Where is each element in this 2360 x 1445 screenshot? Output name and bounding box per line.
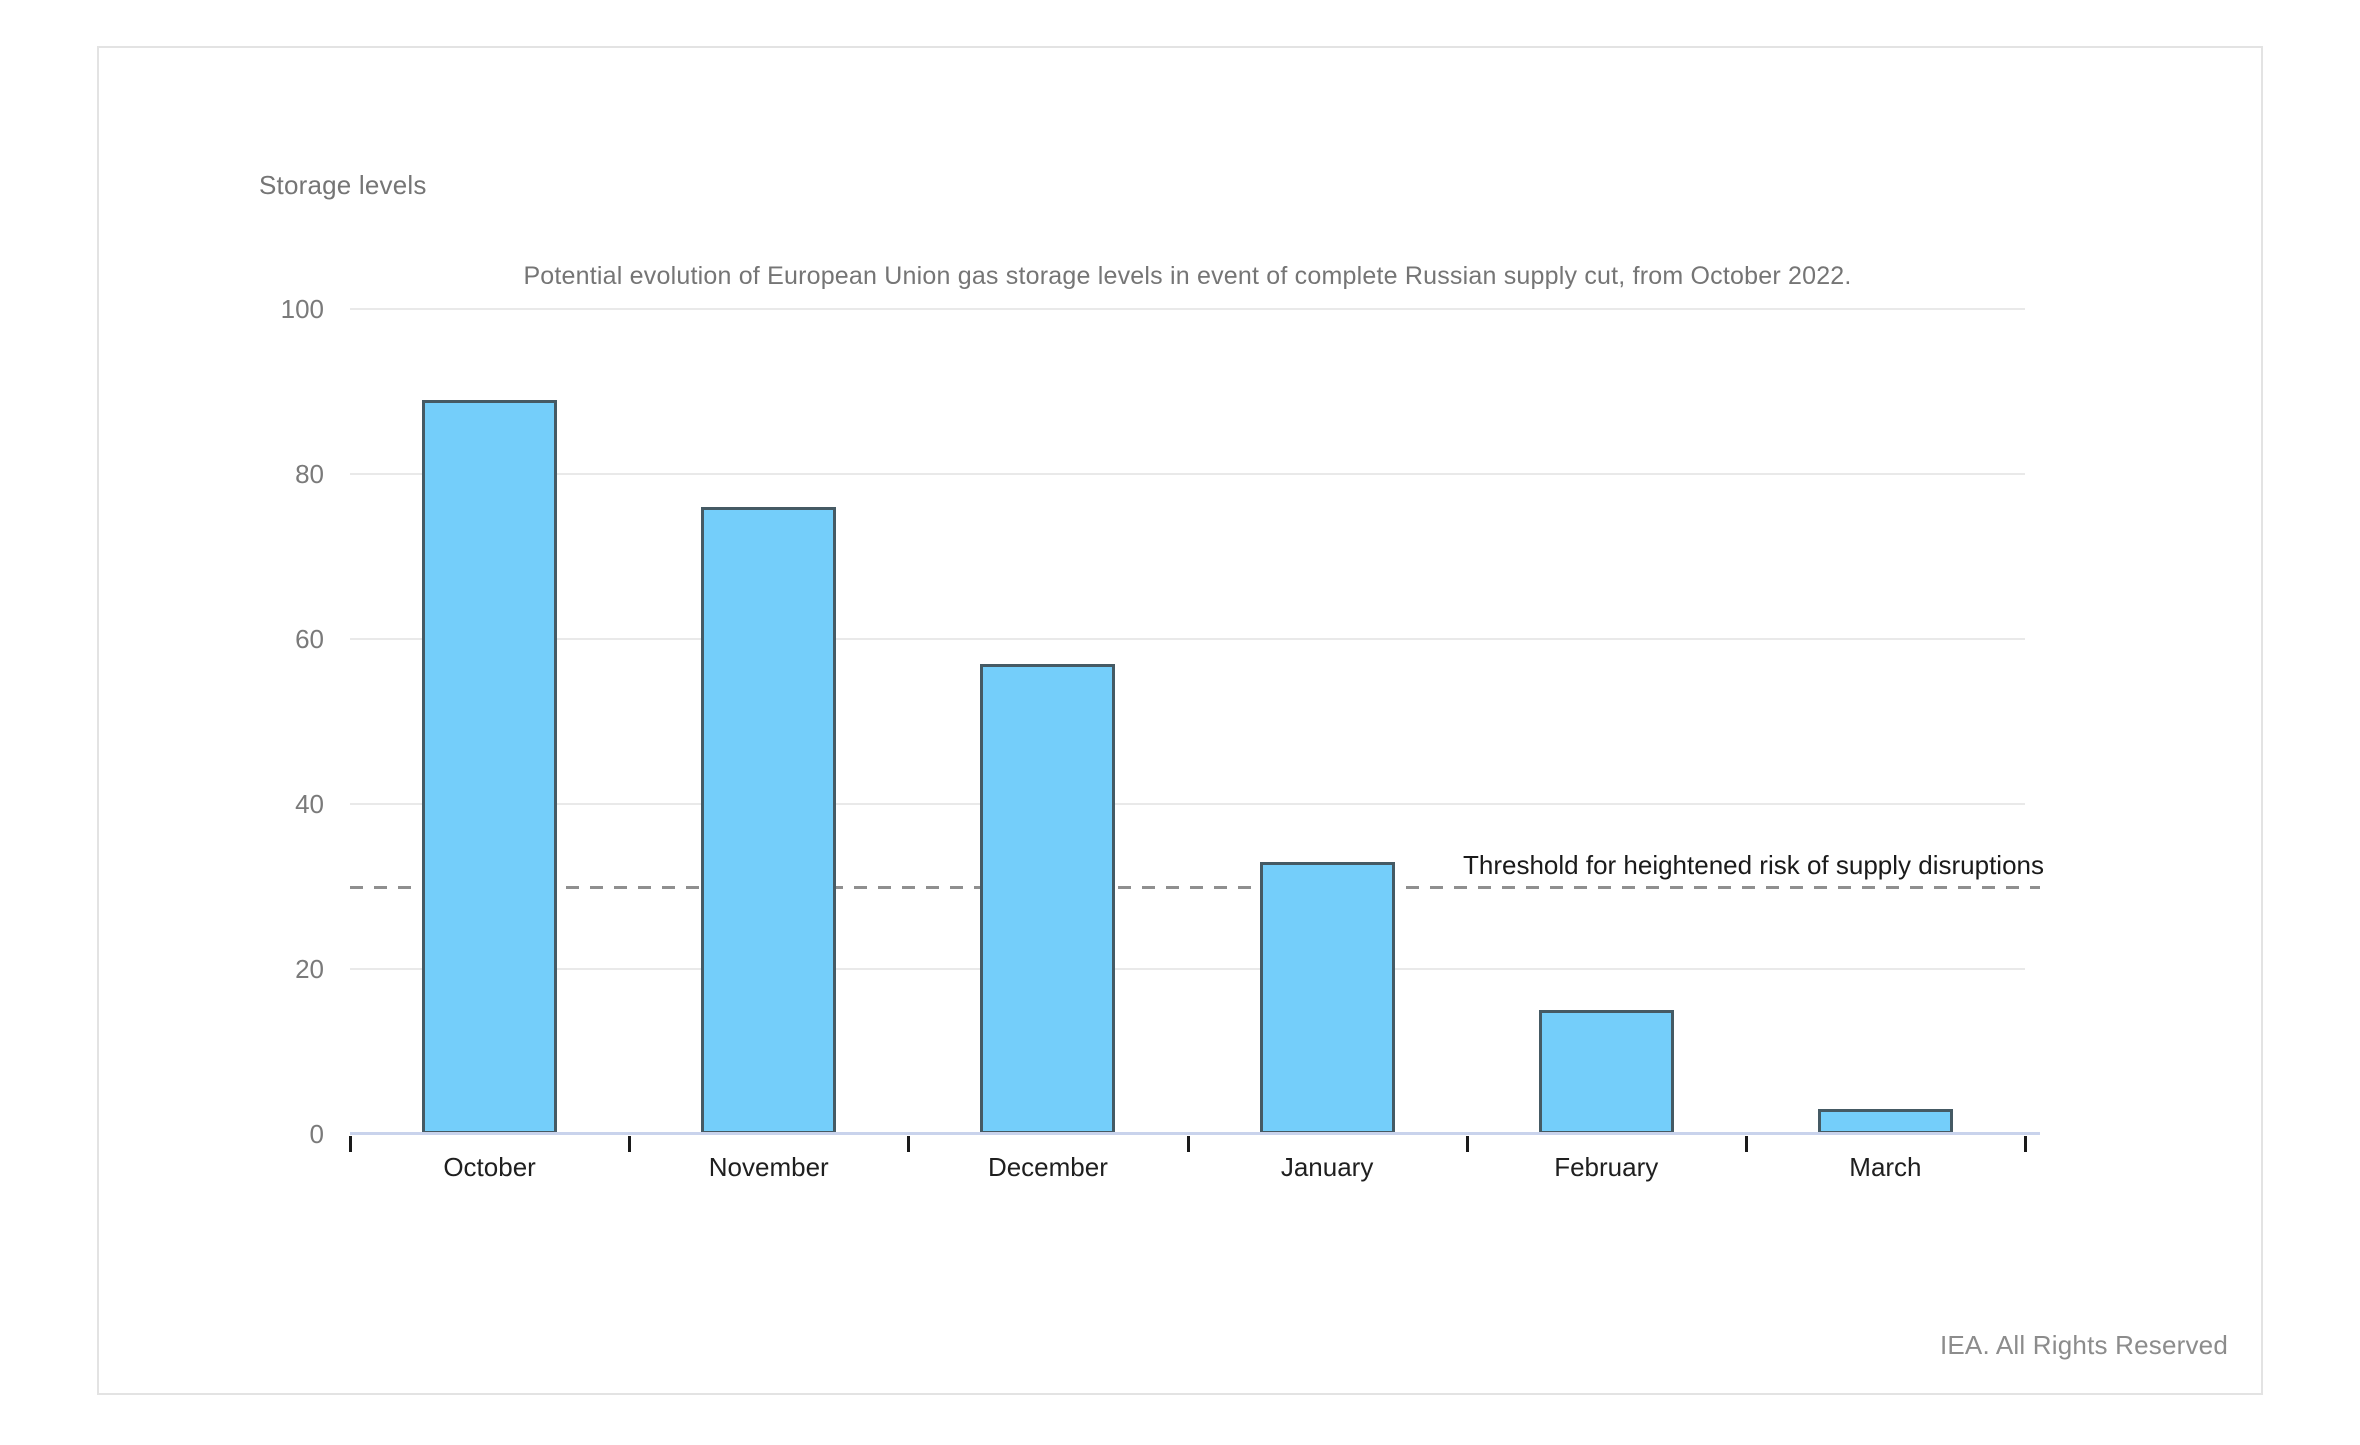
axis-tick [1186, 1136, 1190, 1152]
x-axis-label: October [443, 1152, 536, 1182]
gridline [350, 638, 2025, 640]
axis-tick [1465, 1136, 1469, 1152]
threshold-label: Threshold for heightened risk of supply … [1463, 850, 2044, 880]
bar-november[interactable] [701, 507, 837, 1134]
gridline [350, 473, 2025, 475]
x-axis-label: December [987, 1152, 1108, 1182]
bar-october[interactable] [422, 399, 558, 1134]
axis-tick [2024, 1136, 2027, 1152]
y-axis-label: 60 [295, 624, 324, 654]
chart-card: Storage levels Potential evolution of Eu… [97, 46, 2263, 1395]
axis-tick [1744, 1136, 1748, 1152]
y-axis-label: 80 [295, 459, 324, 489]
x-axis-label: February [1554, 1152, 1659, 1182]
x-axis-label: November [708, 1152, 829, 1182]
axis-tick [907, 1136, 911, 1152]
gridline [350, 968, 2025, 970]
x-axis-label: March [1849, 1152, 1922, 1182]
y-axis-label: 100 [280, 294, 324, 324]
bar-december[interactable] [980, 663, 1116, 1134]
chart-title: Storage levels [259, 170, 427, 200]
y-axis-label: 40 [295, 789, 324, 819]
footer-credit: IEA. All Rights Reserved [1939, 1330, 2228, 1360]
bar-march[interactable] [1817, 1109, 1953, 1134]
bar-january[interactable] [1259, 861, 1395, 1134]
gridline [350, 308, 2025, 310]
bar-february[interactable] [1538, 1010, 1674, 1134]
y-axis-label: 20 [295, 954, 324, 984]
x-axis-line [350, 1132, 2040, 1135]
axis-tick [349, 1136, 352, 1152]
axis-tick [628, 1136, 632, 1152]
x-axis-label: January [1280, 1152, 1374, 1182]
gridline [350, 803, 2025, 805]
threshold-line [350, 885, 2040, 889]
chart-subtitle: Potential evolution of European Union ga… [523, 262, 1852, 290]
y-axis-label: 0 [309, 1119, 324, 1149]
